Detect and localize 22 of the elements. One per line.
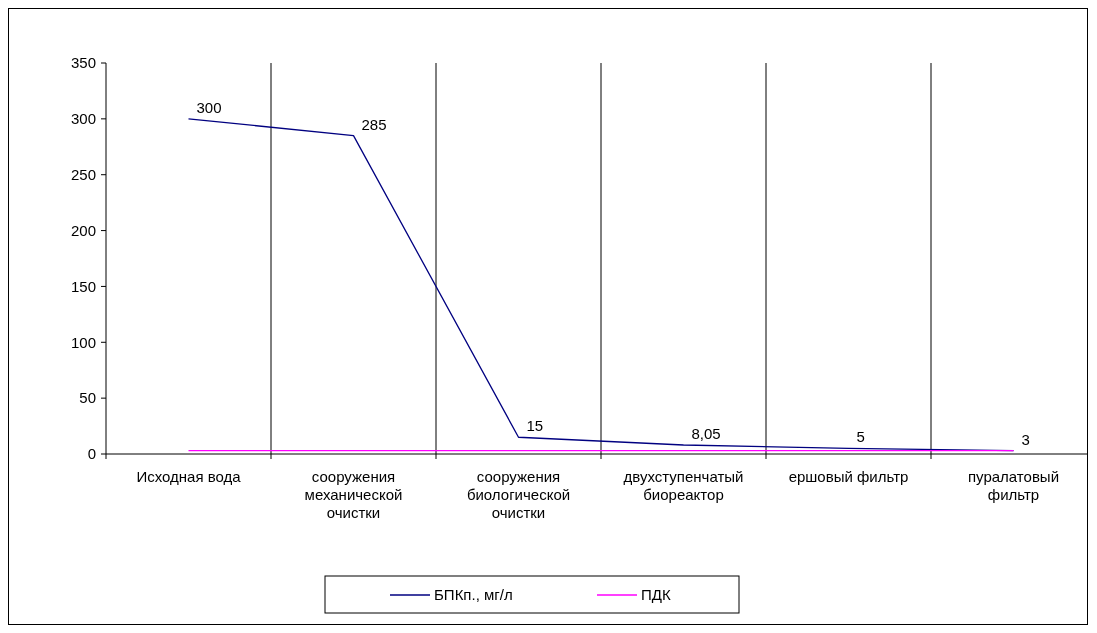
data-label: 15: [526, 417, 544, 435]
y-tick-label: 150: [70, 277, 96, 295]
y-tick-label: 0: [87, 445, 96, 463]
data-label: 5: [856, 428, 865, 446]
x-tick-label: сооружения механической очистки: [304, 468, 403, 521]
data-label: 3: [1021, 430, 1030, 448]
x-tick-label: пуралатовый фильтр: [967, 468, 1060, 503]
y-tick-label: 100: [70, 333, 96, 351]
y-tick-label: 200: [70, 221, 96, 239]
x-tick-label: сооружения биологической очистки: [466, 468, 571, 521]
x-tick-label: ершовый фильтр: [788, 468, 909, 485]
data-label: 300: [196, 98, 222, 116]
data-label: 8,05: [691, 425, 721, 443]
y-tick-label: 350: [70, 54, 96, 72]
y-tick-label: 300: [70, 110, 96, 128]
x-tick-label: двухступенчатый биореактор: [623, 468, 744, 503]
legend-label: ПДК: [641, 586, 671, 604]
data-label: 285: [361, 115, 387, 133]
legend-label: БПКп., мг/л: [434, 586, 513, 604]
y-tick-label: 50: [79, 389, 96, 407]
x-tick-label: Исходная вода: [136, 468, 242, 485]
y-tick-label: 250: [70, 165, 96, 183]
